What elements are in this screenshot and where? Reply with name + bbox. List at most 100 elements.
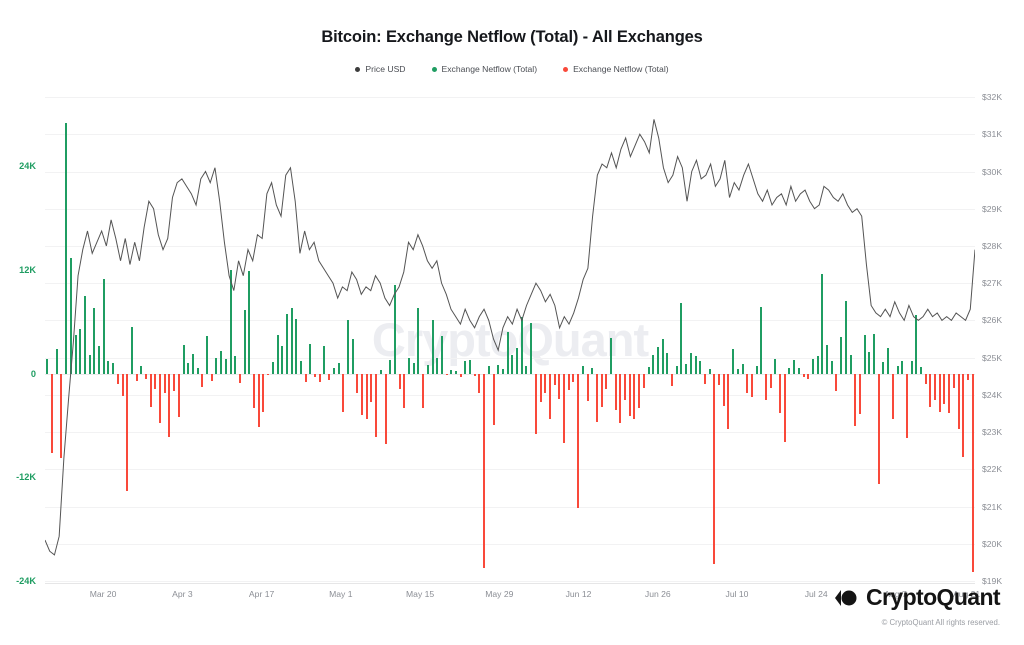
netflow-bar	[55, 349, 58, 374]
netflow-bar	[807, 373, 810, 379]
netflow-bar	[952, 373, 955, 389]
netflow-bar-series	[45, 97, 975, 581]
y-axis-left-tick: 24K	[19, 161, 36, 172]
netflow-bar	[285, 313, 288, 374]
netflow-bar	[548, 373, 551, 419]
netflow-bar	[567, 373, 570, 390]
y-axis-right: $32K $31K $30K $29K $28K $27K $26K $25K $24K $23K…	[982, 92, 1024, 586]
price-line-path	[45, 119, 975, 555]
netflow-bar	[497, 364, 500, 374]
gridline	[45, 469, 975, 471]
netflow-bar	[112, 363, 115, 374]
netflow-bar	[506, 332, 509, 374]
netflow-bar	[783, 373, 786, 442]
netflow-bar	[454, 370, 457, 374]
netflow-bar	[365, 373, 368, 419]
netflow-bar	[126, 373, 129, 492]
netflow-bar	[417, 307, 420, 374]
netflow-bar	[501, 369, 504, 374]
netflow-bar	[107, 360, 110, 374]
netflow-bar	[215, 358, 218, 374]
netflow-bar	[483, 373, 486, 569]
page-title: Bitcoin: Exchange Netflow (Total) - All …	[321, 28, 703, 46]
netflow-bar	[299, 361, 302, 374]
netflow-bar	[609, 338, 612, 374]
netflow-bar	[919, 366, 922, 374]
netflow-bar	[877, 373, 880, 485]
netflow-bar	[675, 365, 678, 374]
netflow-bar	[530, 323, 533, 374]
netflow-bar	[821, 274, 824, 374]
netflow-bar	[520, 316, 523, 374]
netflow-bar	[605, 373, 608, 390]
x-axis-tick: May 1	[329, 589, 353, 599]
legend-dot-price-usd	[355, 66, 361, 72]
netflow-bar	[619, 373, 622, 423]
netflow-bar	[835, 373, 838, 391]
netflow-bar	[248, 270, 251, 374]
netflow-bar	[116, 373, 119, 384]
netflow-bar	[267, 373, 270, 376]
netflow-bar	[577, 373, 580, 508]
netflow-bar	[346, 319, 349, 374]
x-axis-tick: Apr 3	[172, 589, 193, 599]
netflow-bar	[257, 373, 260, 428]
netflow-bar	[736, 369, 739, 374]
netflow-bar	[351, 339, 354, 374]
netflow-bar	[271, 362, 274, 374]
netflow-bar	[685, 364, 688, 374]
x-axis-tick: May 29	[485, 589, 514, 599]
netflow-bar	[379, 370, 382, 374]
netflow-bar	[943, 373, 946, 404]
y-axis-left: 24K 12K 0 -12K -24K	[0, 97, 40, 586]
netflow-bar	[511, 354, 514, 374]
netflow-bar	[656, 346, 659, 374]
netflow-bar	[966, 373, 969, 380]
netflow-bar	[826, 345, 829, 374]
netflow-bar	[83, 295, 86, 374]
netflow-bar	[563, 373, 566, 443]
y-axis-right-tick: $27K	[982, 278, 1003, 289]
netflow-bar	[220, 351, 223, 374]
netflow-bar	[689, 352, 692, 374]
netflow-bar	[713, 373, 716, 564]
netflow-bar	[891, 373, 894, 420]
legend-item-netflow-negative[interactable]: Exchange Netflow (Total)	[563, 64, 669, 74]
netflow-bar	[544, 373, 547, 393]
y-axis-left-tick: -24K	[16, 576, 36, 586]
legend-item-netflow-positive[interactable]: Exchange Netflow (Total)	[431, 64, 537, 74]
netflow-bar	[553, 373, 556, 385]
y-axis-right-tick: $23K	[982, 427, 1003, 438]
netflow-bar	[403, 373, 406, 409]
netflow-bar	[905, 373, 908, 439]
netflow-bar	[628, 373, 631, 416]
y-axis-right-tick: $24K	[982, 389, 1003, 400]
netflow-bar	[79, 328, 82, 374]
netflow-bar	[910, 360, 913, 374]
netflow-bar	[558, 373, 561, 399]
netflow-bar	[65, 122, 68, 374]
netflow-bar	[595, 373, 598, 422]
netflow-bar	[328, 373, 331, 381]
netflow-bar	[102, 279, 105, 374]
netflow-bar	[591, 367, 594, 374]
netflow-bar	[440, 335, 443, 374]
netflow-bar	[746, 373, 749, 393]
legend-dot-netflow-negative	[563, 66, 569, 72]
netflow-bar	[732, 349, 735, 374]
netflow-bar	[314, 373, 317, 378]
netflow-bar	[929, 373, 932, 408]
legend-item-price-usd[interactable]: Price USD	[355, 64, 406, 74]
netflow-bar	[539, 373, 542, 403]
netflow-bar	[487, 365, 490, 374]
netflow-bar	[450, 370, 453, 374]
netflow-bar	[741, 364, 744, 374]
netflow-bar	[680, 302, 683, 374]
copyright-text: © CryptoQuant All rights reserved.	[881, 618, 1000, 627]
netflow-bar	[652, 354, 655, 374]
netflow-bar	[196, 367, 199, 374]
netflow-bar	[718, 373, 721, 385]
netflow-bar	[750, 373, 753, 397]
gridline	[45, 357, 975, 359]
netflow-bar	[938, 373, 941, 412]
